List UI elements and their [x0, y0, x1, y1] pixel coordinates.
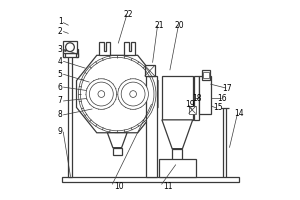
- Bar: [113, 148, 122, 155]
- Text: 3: 3: [58, 45, 63, 54]
- Bar: [61, 177, 239, 182]
- Circle shape: [89, 82, 113, 106]
- Bar: [145, 65, 155, 76]
- Text: 7: 7: [58, 96, 63, 105]
- Bar: [203, 72, 209, 78]
- Bar: [68, 53, 72, 177]
- Circle shape: [86, 79, 117, 109]
- Bar: [76, 49, 77, 57]
- Bar: [63, 49, 64, 57]
- Text: 4: 4: [58, 57, 63, 66]
- Bar: [188, 106, 196, 114]
- Bar: [194, 76, 199, 120]
- Bar: [199, 76, 211, 114]
- Text: 5: 5: [58, 70, 63, 79]
- Text: 11: 11: [163, 182, 172, 191]
- Circle shape: [130, 91, 136, 97]
- Circle shape: [64, 50, 66, 52]
- Polygon shape: [107, 133, 127, 148]
- Text: 15: 15: [213, 103, 222, 112]
- Text: 8: 8: [58, 110, 63, 119]
- Text: 18: 18: [192, 94, 201, 103]
- Circle shape: [121, 82, 145, 106]
- Text: 19: 19: [185, 100, 194, 109]
- Text: 2: 2: [58, 27, 63, 36]
- Bar: [202, 70, 210, 80]
- Text: 1: 1: [58, 17, 63, 26]
- Text: 20: 20: [175, 21, 184, 30]
- Circle shape: [118, 79, 148, 109]
- Text: 10: 10: [114, 182, 124, 191]
- Bar: [146, 76, 157, 177]
- Polygon shape: [99, 42, 110, 55]
- Bar: [63, 53, 77, 57]
- Text: 9: 9: [58, 127, 63, 136]
- Text: 22: 22: [123, 10, 133, 19]
- Text: 17: 17: [223, 84, 232, 93]
- Bar: [63, 41, 77, 53]
- Polygon shape: [162, 120, 193, 149]
- Circle shape: [98, 91, 105, 97]
- Text: 16: 16: [218, 94, 227, 103]
- Polygon shape: [76, 55, 158, 133]
- Text: 14: 14: [235, 109, 244, 118]
- Bar: [159, 159, 196, 177]
- Polygon shape: [124, 42, 135, 55]
- Bar: [172, 149, 182, 160]
- Bar: [162, 76, 193, 120]
- Text: 21: 21: [154, 21, 164, 30]
- Text: 6: 6: [58, 83, 63, 92]
- Circle shape: [66, 43, 74, 52]
